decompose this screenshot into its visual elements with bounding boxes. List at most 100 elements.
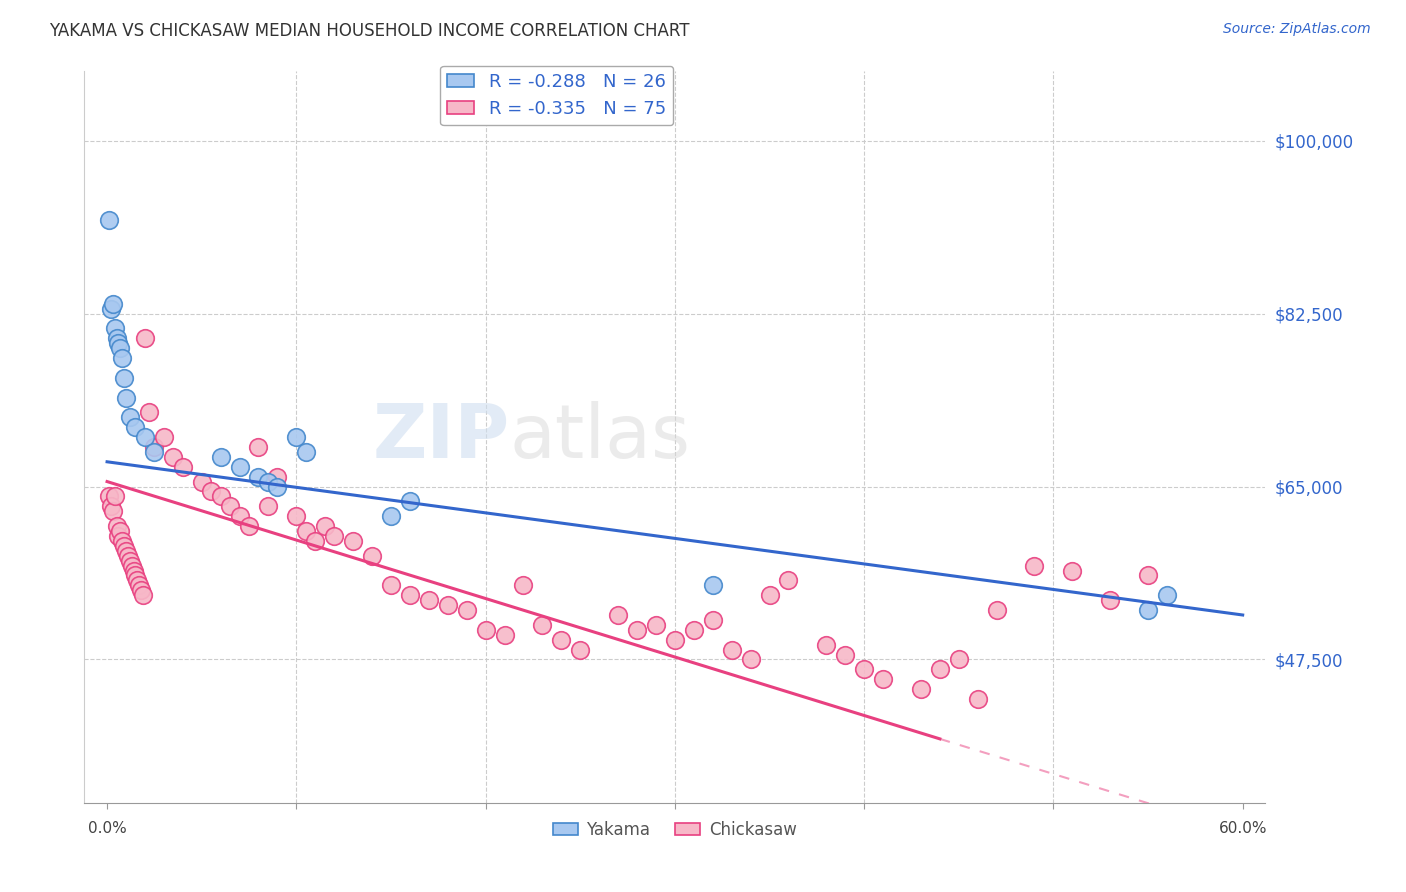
Point xyxy=(295,445,318,459)
Point xyxy=(295,524,318,538)
Point xyxy=(399,588,422,602)
Point xyxy=(474,623,496,637)
Point xyxy=(107,529,129,543)
Point xyxy=(100,500,122,514)
Point xyxy=(512,578,534,592)
Point xyxy=(1137,603,1160,617)
Point xyxy=(110,524,132,538)
Point xyxy=(117,549,139,563)
Point xyxy=(247,469,270,483)
Text: 60.0%: 60.0% xyxy=(1219,822,1267,837)
Point xyxy=(702,613,724,627)
Point xyxy=(118,554,141,568)
Point xyxy=(190,475,212,489)
Point xyxy=(758,588,780,602)
Point xyxy=(314,519,336,533)
Text: ZIP: ZIP xyxy=(373,401,509,474)
Point xyxy=(100,301,122,316)
Point xyxy=(986,603,1008,617)
Text: 0.0%: 0.0% xyxy=(87,822,127,837)
Point xyxy=(323,529,346,543)
Point xyxy=(172,459,194,474)
Point xyxy=(134,331,156,345)
Point xyxy=(531,618,554,632)
Point xyxy=(105,519,128,533)
Point xyxy=(872,672,894,686)
Point xyxy=(118,410,141,425)
Point xyxy=(626,623,648,637)
Point xyxy=(494,628,516,642)
Point xyxy=(664,632,686,647)
Point xyxy=(247,440,270,454)
Point xyxy=(569,642,592,657)
Point xyxy=(456,603,478,617)
Point xyxy=(1156,588,1178,602)
Point xyxy=(285,430,308,444)
Point xyxy=(853,662,876,676)
Point xyxy=(101,296,124,310)
Point xyxy=(266,469,288,483)
Point xyxy=(98,489,121,503)
Point xyxy=(112,539,135,553)
Point xyxy=(111,351,134,365)
Point xyxy=(104,489,127,503)
Point xyxy=(209,489,232,503)
Point xyxy=(200,484,222,499)
Point xyxy=(436,598,458,612)
Point xyxy=(153,430,176,444)
Point xyxy=(115,391,138,405)
Point xyxy=(304,533,326,548)
Point xyxy=(285,509,308,524)
Point xyxy=(115,543,138,558)
Point xyxy=(121,558,143,573)
Point xyxy=(910,682,932,697)
Point xyxy=(418,593,440,607)
Point xyxy=(778,574,800,588)
Point xyxy=(128,578,150,592)
Point xyxy=(607,607,630,622)
Point xyxy=(110,341,132,355)
Point xyxy=(834,648,856,662)
Point xyxy=(134,430,156,444)
Point xyxy=(966,692,988,706)
Point xyxy=(98,212,121,227)
Point xyxy=(266,479,288,493)
Point xyxy=(122,564,145,578)
Point xyxy=(209,450,232,464)
Point xyxy=(127,574,149,588)
Text: YAKAMA VS CHICKASAW MEDIAN HOUSEHOLD INCOME CORRELATION CHART: YAKAMA VS CHICKASAW MEDIAN HOUSEHOLD INC… xyxy=(49,22,690,40)
Point xyxy=(550,632,572,647)
Point xyxy=(228,459,250,474)
Point xyxy=(361,549,384,563)
Point xyxy=(1099,593,1122,607)
Point xyxy=(124,420,146,434)
Point xyxy=(111,533,134,548)
Point xyxy=(702,578,724,592)
Point xyxy=(342,533,364,548)
Text: atlas: atlas xyxy=(509,401,690,474)
Point xyxy=(124,568,146,582)
Point xyxy=(129,583,152,598)
Point xyxy=(219,500,242,514)
Point xyxy=(380,578,402,592)
Point xyxy=(105,331,128,345)
Point xyxy=(720,642,742,657)
Point xyxy=(740,652,762,666)
Point xyxy=(948,652,970,666)
Point xyxy=(228,509,250,524)
Legend: Yakama, Chickasaw: Yakama, Chickasaw xyxy=(547,814,803,846)
Point xyxy=(104,321,127,335)
Point xyxy=(143,445,166,459)
Point xyxy=(238,519,260,533)
Point xyxy=(112,371,135,385)
Point xyxy=(682,623,704,637)
Point xyxy=(162,450,184,464)
Point xyxy=(380,509,402,524)
Point xyxy=(257,475,280,489)
Point xyxy=(132,588,155,602)
Text: Source: ZipAtlas.com: Source: ZipAtlas.com xyxy=(1223,22,1371,37)
Point xyxy=(1062,564,1084,578)
Point xyxy=(143,440,166,454)
Point xyxy=(107,336,129,351)
Point xyxy=(1137,568,1160,582)
